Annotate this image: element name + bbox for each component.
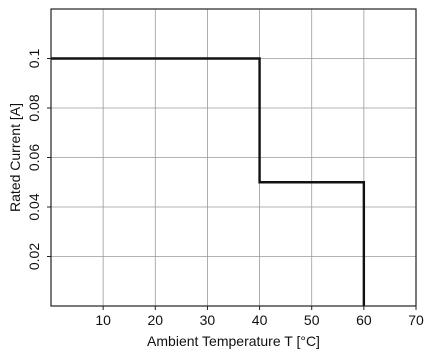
y-axis-label: Rated Current [A]: [7, 103, 23, 212]
y-tick-label-0.1: 0.1: [26, 49, 42, 69]
x-axis-label: Ambient Temperature T [°C]: [147, 333, 320, 349]
x-tick-label-70: 70: [408, 312, 424, 328]
grid-lines: [51, 9, 416, 306]
y-tick-label-0.08: 0.08: [26, 94, 42, 121]
x-tick-label-60: 60: [356, 312, 372, 328]
y-tick-label-0.04: 0.04: [26, 193, 42, 220]
x-axis-ticks: 10 20 30 40 50 60 70: [95, 306, 424, 328]
y-tick-label-0.02: 0.02: [26, 243, 42, 270]
y-tick-label-0.06: 0.06: [26, 144, 42, 171]
x-tick-label-20: 20: [147, 312, 163, 328]
series-layer: [51, 57, 366, 306]
x-tick-label-10: 10: [95, 312, 111, 328]
y-axis-ticks: 0.02 0.04 0.06 0.08 0.1: [26, 49, 51, 270]
x-tick-label-30: 30: [200, 312, 216, 328]
x-tick-label-40: 40: [252, 312, 268, 328]
x-tick-label-50: 50: [304, 312, 320, 328]
series-line-0: [51, 57, 366, 306]
